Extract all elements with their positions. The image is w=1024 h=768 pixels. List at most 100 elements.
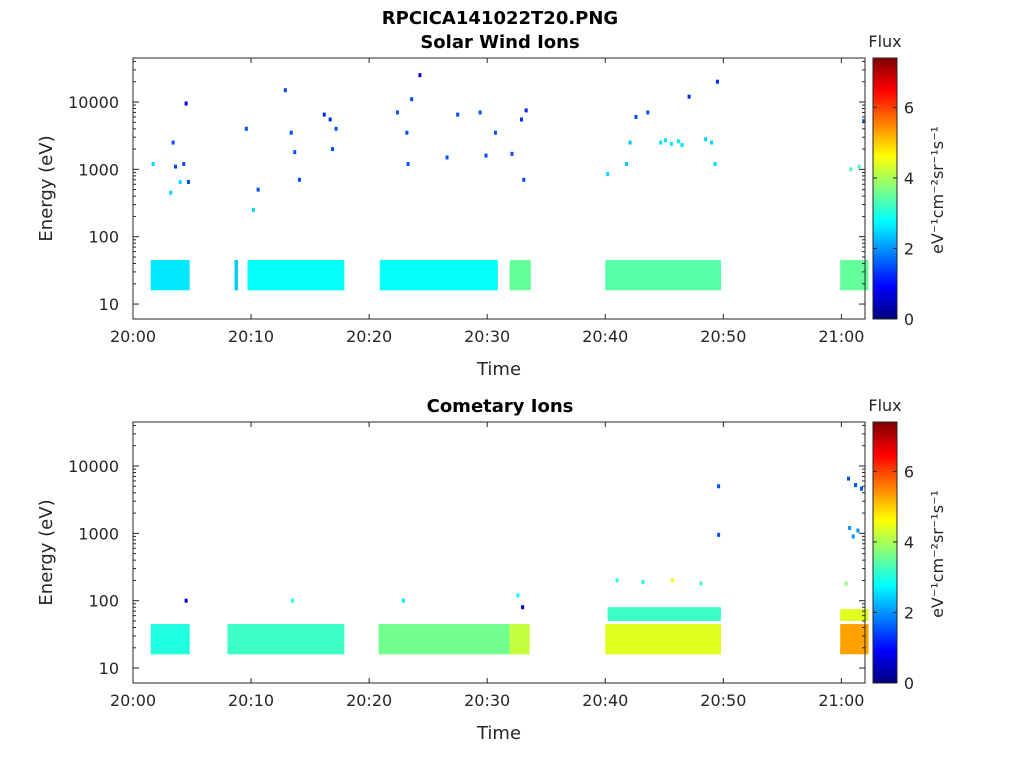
solar-wind-panel: 20:00 20:10 20:20 20:30 20:40 20:50 21:00 10 100…: [36, 57, 869, 380]
flux-cell: [456, 112, 460, 117]
flux-band: [605, 260, 721, 291]
y-tick-label: 10000: [68, 93, 119, 112]
flux-cell: [328, 117, 332, 122]
flux-cell: [713, 162, 717, 167]
flux-band: [840, 260, 869, 291]
x-tick-label: 21:00: [818, 691, 864, 710]
colorbar-tick-label: 2: [904, 239, 914, 258]
flux-cell: [669, 141, 673, 146]
flux-cell: [519, 117, 523, 122]
colorbar2-unit: eV⁻¹cm⁻²sr⁻¹s⁻¹: [928, 490, 947, 618]
flux-cell: [862, 119, 866, 124]
flux-cell: [174, 164, 178, 169]
flux-cell: [406, 162, 410, 167]
flux-cell: [186, 179, 190, 184]
colorbar1-unit: eV⁻¹cm⁻²sr⁻¹s⁻¹: [928, 126, 947, 254]
colorbar-tick-label: 0: [904, 674, 914, 693]
flux-cell: [856, 528, 860, 533]
flux-band: [509, 624, 530, 655]
y-tick-label: 10: [99, 295, 119, 314]
flux-cell: [659, 140, 663, 145]
flux-cell: [401, 598, 405, 603]
flux-cell: [671, 578, 675, 583]
flux-cell: [484, 153, 488, 158]
x-tick-label: 20:20: [346, 327, 392, 346]
colorbar2-title: Flux: [868, 396, 901, 415]
flux-cell: [615, 578, 619, 583]
y-tick-label: 100: [88, 592, 119, 611]
x-tick-label: 20:10: [228, 691, 274, 710]
flux-cell: [182, 162, 186, 167]
flux-cell: [293, 150, 297, 155]
colorbar-ticks: 0 2 4 6 0 2 4 6: [873, 98, 914, 693]
flux-band: [840, 609, 869, 621]
panel1-title: Solar Wind Ions: [420, 32, 579, 53]
x-tick-label: 20:10: [228, 327, 274, 346]
flux-cell: [844, 581, 848, 586]
flux-cell: [178, 179, 182, 184]
x-tick-label: 20:40: [582, 327, 628, 346]
x-tick-label: 20:00: [110, 691, 156, 710]
flux-cell: [634, 114, 638, 119]
flux-band: [150, 260, 190, 291]
flux-cell: [854, 483, 858, 488]
flux-cell: [663, 138, 667, 143]
colorbar1: [872, 57, 898, 320]
flux-cell: [641, 579, 645, 584]
colorbar-tick-label: 4: [904, 533, 914, 552]
flux-cell: [606, 172, 610, 177]
flux-cell: [680, 142, 684, 147]
axes-frame: [132, 57, 866, 320]
x-tick-label: 21:00: [818, 327, 864, 346]
flux-band: [605, 624, 721, 655]
flux-cell: [710, 140, 714, 145]
colorbar-tick-label: 6: [904, 98, 914, 117]
flux-cell: [715, 79, 719, 84]
flux-cell: [334, 126, 338, 131]
flux-cell: [244, 126, 248, 131]
flux-cell: [169, 190, 173, 195]
flux-cell: [849, 167, 853, 172]
figure-title: RPCICA141022T20.PNG: [382, 8, 618, 29]
flux-band: [840, 624, 869, 655]
flux-cell: [289, 130, 293, 135]
colorbar-tick-label: 6: [904, 462, 914, 481]
flux-band: [379, 260, 498, 291]
y-tick-label: 1000: [78, 524, 119, 543]
flux-cell: [625, 162, 629, 167]
flux-cell: [322, 112, 326, 117]
y-tick-label: 1000: [78, 160, 119, 179]
axes-frame: [132, 421, 866, 684]
flux-band: [227, 624, 345, 655]
flux-band: [607, 607, 721, 621]
y-axis-label: Energy (eV): [36, 135, 57, 241]
flux-cell: [628, 140, 632, 145]
flux-cell: [395, 110, 399, 115]
colorbar2: [872, 421, 898, 684]
flux-cell: [859, 486, 863, 491]
panel2-title: Cometary Ions: [427, 396, 574, 417]
flux-band: [378, 624, 510, 655]
flux-cell: [151, 162, 155, 167]
flux-cell: [524, 108, 528, 113]
x-tick-label: 20:40: [582, 691, 628, 710]
flux-cell: [846, 476, 850, 481]
colorbar-tick-label: 0: [904, 310, 914, 329]
flux-cell: [290, 598, 294, 603]
flux-cell: [516, 593, 520, 598]
flux-cell: [256, 187, 260, 192]
flux-cell: [717, 484, 721, 489]
colorbar1-title: Flux: [868, 32, 901, 51]
flux-cell: [184, 101, 188, 106]
flux-cell: [283, 88, 287, 93]
x-axis-label: Time: [476, 723, 521, 744]
y-axis-label: Energy (eV): [36, 499, 57, 605]
flux-cell: [510, 151, 514, 156]
y-tick-label: 10000: [68, 457, 119, 476]
colorbar-tick-label: 4: [904, 169, 914, 188]
x-tick-label: 20:00: [110, 327, 156, 346]
flux-band: [234, 260, 239, 291]
cometary-panel: 20:00 20:10 20:20 20:30 20:40 20:50 21:00 10 100…: [36, 421, 869, 744]
y-tick-label: 100: [88, 228, 119, 247]
flux-cell: [493, 130, 497, 135]
